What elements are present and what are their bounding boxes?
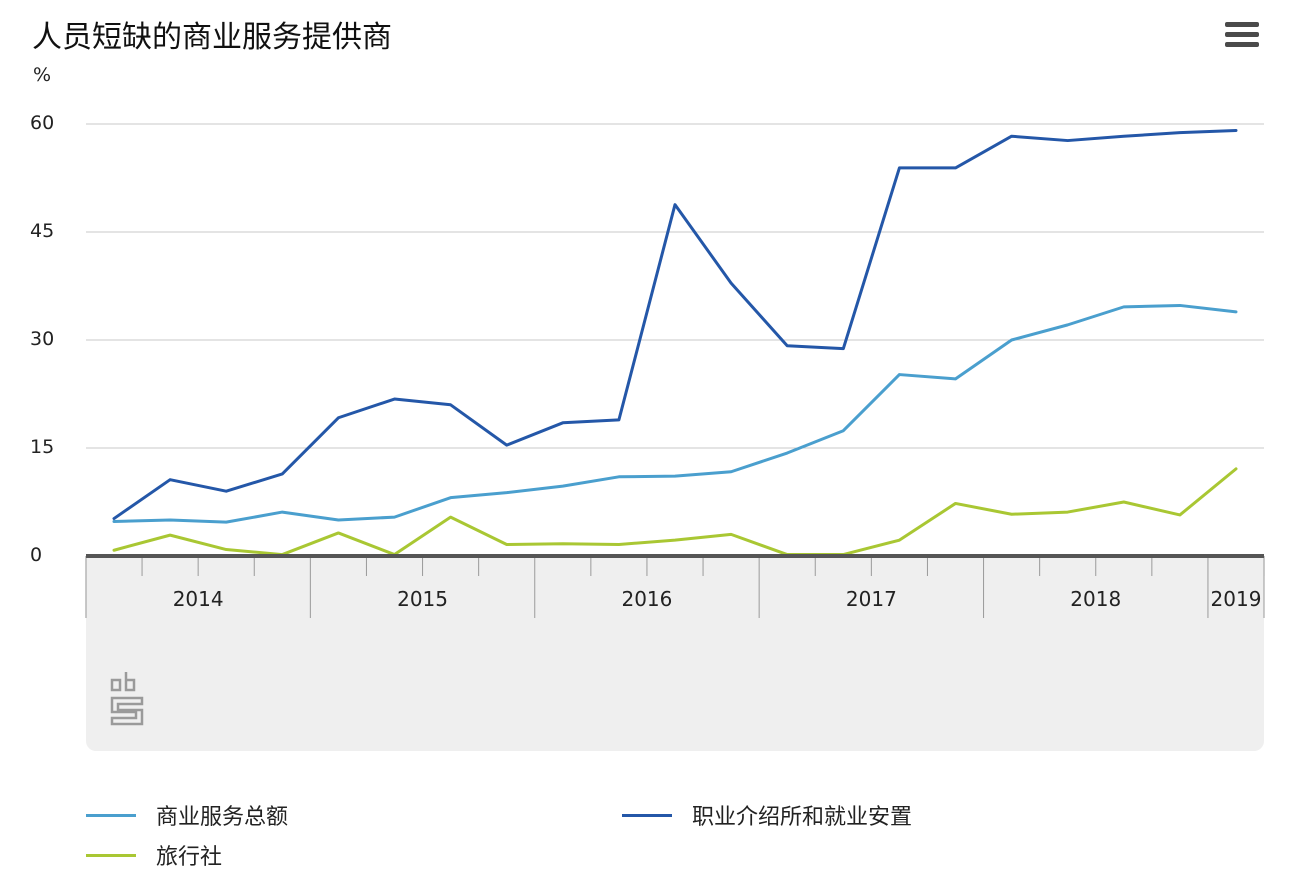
legend-item-total[interactable]: 商业服务总额 [86,799,288,831]
legend-swatch-total [86,813,136,817]
x-year-label: 2016 [621,587,672,611]
series-line-1 [112,128,1238,521]
legend-item-travel[interactable]: 旅行社 [86,839,222,871]
series-line-0 [112,303,1238,524]
legend-swatch-agencies [622,813,672,817]
y-tick-label: 15 [30,436,55,458]
legend-label-travel: 旅行社 [156,845,223,870]
x-year-label: 2019 [1211,587,1262,611]
cbs-logo-icon [108,670,148,734]
y-tick-label: 45 [30,220,55,242]
x-year-label: 2014 [173,587,224,611]
y-tick-label: 60 [30,112,55,134]
x-axis-band [86,556,1264,751]
x-year-label: 2015 [397,587,448,611]
series-line-2 [112,467,1238,557]
y-tick-label: 30 [30,328,55,350]
x-year-label: 2017 [846,587,897,611]
legend-swatch-travel [86,853,136,857]
legend-label-total: 商业服务总额 [156,805,289,830]
x-year-label: 2018 [1070,587,1121,611]
menu-icon[interactable] [1225,22,1259,52]
y-axis-unit: % [33,64,52,86]
y-tick-label: 0 [30,544,43,566]
legend-item-agencies[interactable]: 职业介绍所和就业安置 [622,799,912,831]
chart-title: 人员短缺的商业服务提供商 [32,20,392,55]
legend-label-agencies: 职业介绍所和就业安置 [692,805,913,830]
